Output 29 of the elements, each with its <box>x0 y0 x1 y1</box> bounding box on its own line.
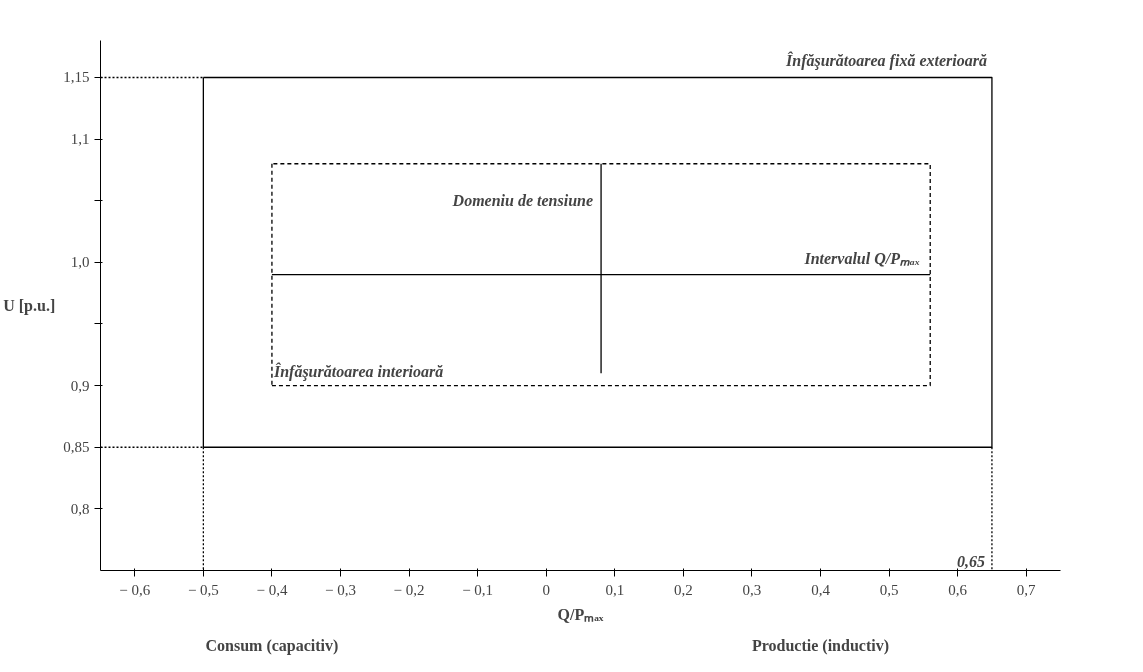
y-tick-label: 0,9 <box>70 377 90 394</box>
x-tick-label: 0,4 <box>811 581 831 598</box>
x-tick-label: − 0,1 <box>462 581 494 598</box>
x-tick-label: − 0,5 <box>187 581 219 598</box>
annotation: Înfăşurătoarea fixă exterioară <box>785 51 987 71</box>
x-tick-label: 0,3 <box>742 581 762 598</box>
x-tick-label: 0,5 <box>879 581 899 598</box>
y-tick-label: 0,8 <box>70 500 90 517</box>
x-tick-label: − 0,3 <box>325 581 356 598</box>
x-tick-label: − 0,4 <box>256 581 288 598</box>
annotation: Domeniu de tensiune <box>451 192 594 210</box>
annotation: 0,65 <box>956 552 985 570</box>
annotation: Înfăşurătoarea interioară <box>272 361 444 381</box>
x-tick-label: 0,1 <box>605 581 625 598</box>
x-tick-label: 0 <box>542 581 550 598</box>
y-tick-label: 1,1 <box>70 131 90 148</box>
y-tick-label: 1,15 <box>63 69 90 86</box>
x-tick-label: − 0,2 <box>393 581 425 598</box>
y-tick-label: 1,0 <box>70 254 90 271</box>
x-tick-label: 0,6 <box>948 581 968 598</box>
y-axis-title: U [p.u.] <box>3 297 56 315</box>
x-tick-label: 0,7 <box>1016 581 1037 598</box>
x-tick-label: − 0,6 <box>119 581 151 598</box>
x-tick-label: 0,2 <box>673 581 693 598</box>
text: Consum (capacitiv) <box>205 636 339 655</box>
annotation: Intervalul Q/Pₘₐₓ <box>803 249 921 267</box>
text: Productie (inductiv) <box>751 636 890 655</box>
x-axis-title: Q/Pₘₐₓ <box>557 605 604 623</box>
y-tick-label: 0,85 <box>63 439 90 456</box>
